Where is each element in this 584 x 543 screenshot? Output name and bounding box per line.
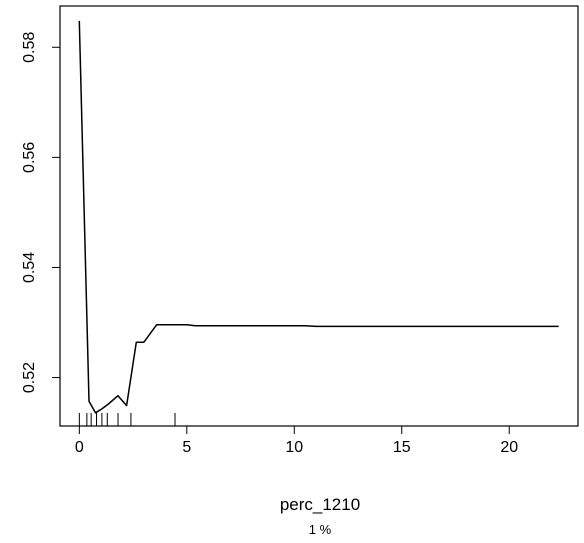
y-tick-label-0: 0.52 (21, 362, 38, 393)
plot-frame (59, 5, 579, 427)
x-tick-label-20: 20 (500, 439, 518, 456)
x-axis-label: perc_1210 (280, 495, 360, 514)
x-tick-label-10: 10 (285, 439, 303, 456)
series-line (78, 20, 559, 414)
y-tick-label-2: 0.56 (21, 142, 38, 173)
y-axis: 0.52 0.54 0.56 0.58 (21, 32, 61, 393)
x-tick-label-15: 15 (393, 439, 411, 456)
x-axis: 0 5 10 15 20 (75, 425, 518, 456)
x-tick-label-5: 5 (182, 439, 191, 456)
x-tick-label-0: 0 (75, 439, 84, 456)
y-tick-label-1: 0.54 (21, 252, 38, 283)
rug-marks (78, 413, 176, 426)
chart-subtitle: 1 % (309, 522, 332, 537)
y-tick-label-3: 0.58 (21, 32, 38, 63)
